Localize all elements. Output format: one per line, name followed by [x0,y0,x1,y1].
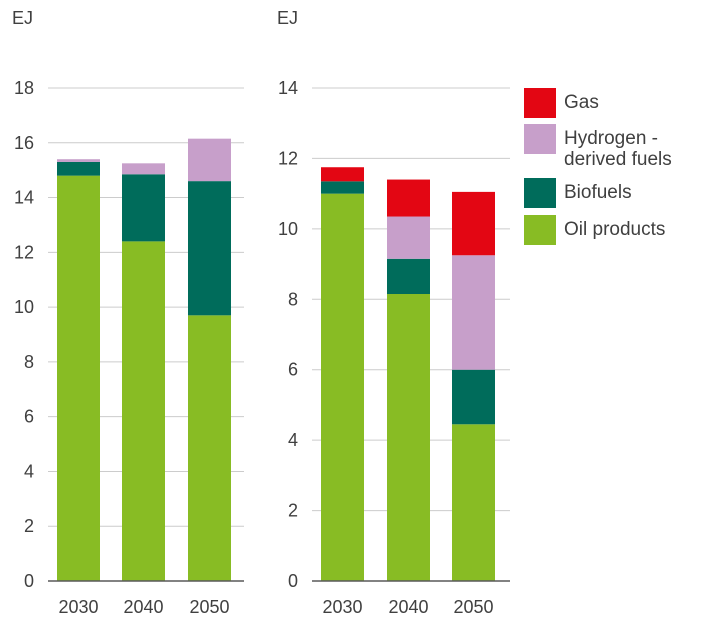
chart-right-bar-2040-oil-products [387,294,430,581]
chart-right-y-tick-label-12: 12 [278,148,298,168]
chart-right-bar-2040-biofuels [387,258,430,295]
chart-right-bar-2040-gas [387,179,430,217]
chart-left-bar-2050-oil-products [188,315,231,581]
chart-left-x-tick-label-2040: 2040 [123,597,163,617]
chart-left-y-tick-label-2: 2 [24,516,34,536]
chart-left-bar-2050-biofuels [188,181,231,316]
chart-right-x-tick-label-2040: 2040 [388,597,428,617]
chart-left-unit-label: EJ [12,8,33,28]
chart-right-y-tick-label-0: 0 [288,571,298,591]
chart-right-y-tick-label-6: 6 [288,360,298,380]
chart-left-x-tick-label-2030: 2030 [58,597,98,617]
chart-right-bar-2050-biofuels [452,369,495,425]
chart-left-y-tick-label-16: 16 [14,133,34,153]
chart-left-bar-2040-biofuels [122,174,165,242]
chart-right-x-tick-label-2050: 2050 [453,597,493,617]
chart-left-y-tick-label-10: 10 [14,297,34,317]
chart-left-y-tick-label-8: 8 [24,352,34,372]
chart-left-y-tick-label-4: 4 [24,461,34,481]
legend-label-gas: Gas [564,92,599,113]
legend-label-biofuels: Biofuels [564,182,632,203]
legend-swatch-oil-products [524,215,556,245]
chart-left-bar-2040-oil-products [122,241,165,581]
legend-label-oil-products: Oil products [564,219,666,240]
chart-right-bar-2040-hydrogen-derived-fuels [387,216,430,259]
chart-right-y-tick-label-2: 2 [288,501,298,521]
chart-right-y-tick-label-4: 4 [288,430,298,450]
chart-left-y-tick-label-0: 0 [24,571,34,591]
legend-swatch-biofuels [524,178,556,208]
chart-right-y-tick-label-8: 8 [288,289,298,309]
legend-label-hydrogen: Hydrogen - derived fuels [564,128,672,170]
chart-right-x-tick-label-2030: 2030 [322,597,362,617]
chart-right-bar-2030-gas [321,167,364,182]
chart-right-bar-2050-gas [452,191,495,256]
chart-left-y-tick-label-6: 6 [24,407,34,427]
legend-swatch-hydrogen [524,124,556,154]
chart-left-y-tick-label-14: 14 [14,188,34,208]
chart-right-unit-label: EJ [277,8,298,28]
chart-left-bar-2050-hydrogen-derived-fuels [188,138,231,182]
chart-right-bar-2050-oil-products [452,424,495,581]
chart-left-bar-2030-hydrogen-derived-fuels [57,159,100,162]
chart-left-bar-2040-hydrogen-derived-fuels [122,163,165,175]
chart-right-bar-2030-oil-products [321,193,364,581]
chart-right-bar-2030-biofuels [321,181,364,194]
chart-left-x-tick-label-2050: 2050 [189,597,229,617]
legend-swatch-gas [524,88,556,118]
chart-right-bar-2050-hydrogen-derived-fuels [452,255,495,370]
chart-left-y-tick-label-18: 18 [14,78,34,98]
chart-left-bar-2030-biofuels [57,161,100,176]
chart-left-bar-2030-oil-products [57,175,100,581]
chart-left-y-tick-label-12: 12 [14,242,34,262]
chart-right-y-tick-label-14: 14 [278,78,298,98]
chart-right-y-tick-label-10: 10 [278,219,298,239]
